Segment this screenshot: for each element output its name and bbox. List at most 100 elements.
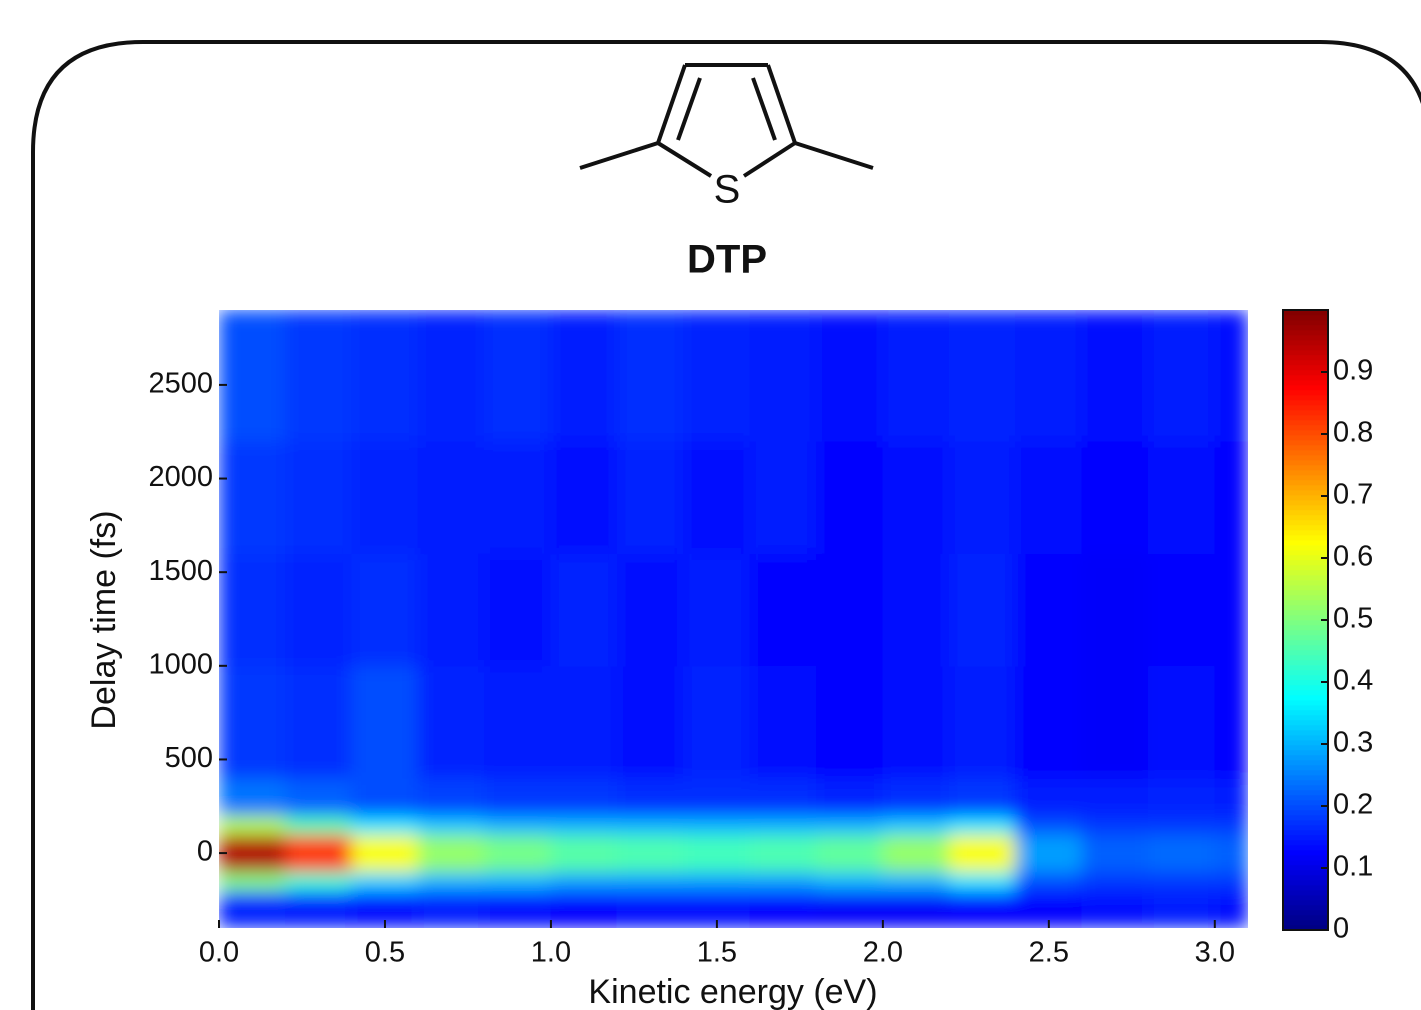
y-tick-label: 1500: [148, 555, 213, 587]
colorbar-swatch: [1283, 444, 1328, 451]
colorbar-swatch: [1283, 479, 1328, 486]
heat-cell: [882, 815, 950, 835]
heat-cell: [484, 665, 552, 779]
heat-cell: [1214, 440, 1248, 554]
heat-cell: [1147, 665, 1216, 779]
colorbar-swatch: [1283, 379, 1328, 386]
colorbar-tick-label: 0.1: [1333, 851, 1373, 883]
heat-cell: [815, 552, 884, 667]
heat-cell: [1214, 552, 1248, 667]
colorbar-swatch: [1283, 529, 1328, 536]
heat-cell: [1214, 777, 1248, 817]
heat-cell: [749, 890, 817, 928]
heat-cell: [616, 871, 685, 892]
colorbar-swatch: [1283, 864, 1328, 871]
heat-cell: [484, 890, 552, 928]
colorbar-swatch: [1283, 819, 1328, 826]
heat-cell: [417, 871, 486, 892]
colorbar-swatch: [1283, 744, 1328, 751]
heat-cell: [550, 833, 618, 873]
colorbar-swatch: [1283, 619, 1328, 626]
heat-cell: [417, 665, 486, 779]
colorbar-swatch: [1283, 419, 1328, 426]
heat-cell: [1214, 665, 1248, 779]
colorbar-swatch: [1283, 779, 1328, 786]
colorbar-tick-label: 0.4: [1333, 665, 1373, 697]
colorbar-swatch: [1283, 834, 1328, 841]
colorbar-swatch: [1283, 914, 1328, 921]
heat-cell: [351, 665, 419, 779]
y-tick-label: 500: [165, 742, 213, 774]
heat-cell: [550, 440, 618, 554]
heat-cell: [1015, 871, 1083, 892]
colorbar-swatch: [1283, 899, 1328, 906]
colorbar-swatch: [1283, 404, 1328, 411]
heat-cell: [616, 665, 685, 779]
colorbar-swatch: [1283, 869, 1328, 876]
colorbar-swatch: [1283, 349, 1328, 356]
x-tick-label: 2.5: [1029, 937, 1069, 969]
colorbar-swatch: [1283, 794, 1328, 801]
heat-cell: [1015, 815, 1083, 835]
heat-cell: [484, 552, 552, 667]
heat-cell: [484, 815, 552, 835]
colorbar-swatch: [1283, 369, 1328, 376]
heat-cell: [948, 833, 1017, 873]
colorbar-swatch: [1283, 874, 1328, 881]
colorbar-swatch: [1283, 519, 1328, 526]
heat-cell: [1015, 665, 1083, 779]
colorbar-swatch: [1283, 494, 1328, 501]
colorbar-swatch: [1283, 919, 1328, 926]
heat-cell: [484, 833, 552, 873]
heat-cell: [219, 552, 286, 667]
heat-cell: [484, 871, 552, 892]
molecule: [579, 63, 874, 178]
colorbar-swatch: [1283, 734, 1328, 741]
colorbar-swatch: [1283, 314, 1328, 321]
colorbar-swatch: [1283, 359, 1328, 366]
colorbar-swatch: [1283, 534, 1328, 541]
heat-cell: [683, 440, 751, 554]
heat-cell: [683, 815, 751, 835]
colorbar-swatch: [1283, 814, 1328, 821]
heat-cell: [1214, 871, 1248, 892]
colorbar-swatch: [1283, 649, 1328, 656]
colorbar-swatch: [1283, 674, 1328, 681]
heat-cell: [284, 815, 353, 835]
x-tick-label: 1.5: [697, 937, 737, 969]
heat-cell: [815, 440, 884, 554]
heat-cell: [550, 871, 618, 892]
colorbar-swatch: [1283, 634, 1328, 641]
x-tick-label: 1.0: [531, 937, 571, 969]
colorbar-swatch: [1283, 699, 1328, 706]
heat-cell: [683, 871, 751, 892]
heat-cell: [948, 552, 1017, 667]
colorbar-swatch: [1283, 469, 1328, 476]
colorbar-swatch: [1283, 574, 1328, 581]
colorbar-swatch: [1283, 724, 1328, 731]
colorbar-swatch: [1283, 474, 1328, 481]
colorbar-swatch: [1283, 799, 1328, 806]
colorbar-swatch: [1283, 339, 1328, 346]
heat-cell: [417, 890, 486, 928]
colorbar-swatch: [1283, 319, 1328, 326]
heat-cell: [749, 665, 817, 779]
heat-cell: [1081, 890, 1149, 928]
heat-cell: [1214, 890, 1248, 928]
heat-cell: [351, 871, 419, 892]
heat-cell: [1081, 310, 1149, 442]
heat-cell: [417, 815, 486, 835]
heat-cell: [948, 890, 1017, 928]
heat-cell: [815, 871, 884, 892]
colorbar-swatch: [1283, 429, 1328, 436]
colorbar-swatch: [1283, 654, 1328, 661]
heat-cell: [683, 833, 751, 873]
heat-cell: [351, 440, 419, 554]
heat-cell: [219, 833, 286, 873]
colorbar-swatch: [1283, 459, 1328, 466]
heat-cell: [1147, 552, 1216, 667]
heat-cell: [882, 833, 950, 873]
heat-cell: [484, 310, 552, 442]
colorbar-swatch: [1283, 609, 1328, 616]
heat-cell: [417, 440, 486, 554]
